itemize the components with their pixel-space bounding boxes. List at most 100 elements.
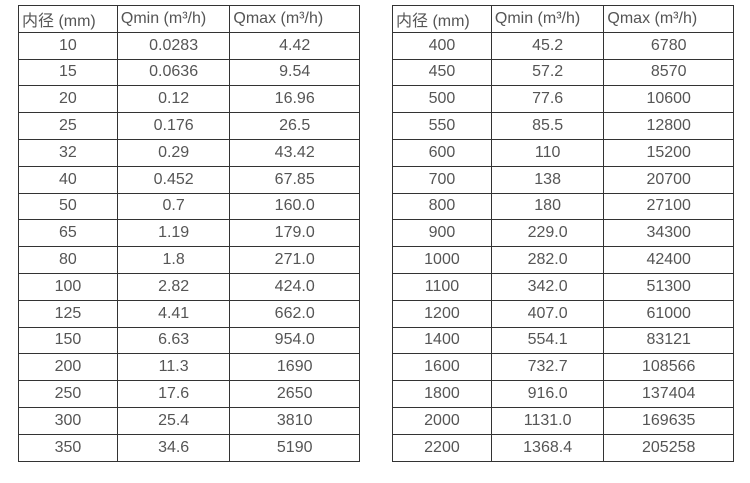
table-cell: 80: [18, 246, 118, 274]
table-cell: 50: [18, 192, 118, 221]
table-cell: 700: [392, 165, 492, 194]
table-cell: 1368.4: [490, 433, 605, 462]
table-cell: 16.96: [229, 85, 360, 114]
table-row: 1800 916.0 137404: [392, 380, 734, 408]
table-cell: 25: [18, 112, 118, 140]
table-cell: 0.12: [116, 85, 231, 114]
table-row: 25 0.176 26.5: [18, 112, 360, 140]
table-cell: 1000: [392, 246, 492, 274]
table-cell: 77.6: [490, 85, 605, 114]
table-row: 550 85.5 12800: [392, 112, 734, 140]
header-qmax: Qmax (m³/h): [603, 5, 734, 33]
table-row: 40 0.452 67.85: [18, 165, 360, 194]
table-row: 1400 554.1 83121: [392, 326, 734, 355]
table-cell: 6780: [603, 31, 734, 60]
table-cell: 400: [392, 31, 492, 60]
table-cell: 4.42: [229, 31, 360, 60]
table-row: 900 229.0 34300: [392, 219, 734, 248]
table-cell: 108566: [603, 353, 734, 382]
table-cell: 0.29: [116, 138, 231, 167]
table-cell: 1400: [392, 326, 492, 355]
table-row: 500 77.6 10600: [392, 85, 734, 114]
table-cell: 1.19: [116, 219, 231, 248]
table-cell: 43.42: [229, 138, 360, 167]
table-cell: 100: [18, 272, 118, 301]
table-cell: 407.0: [490, 299, 605, 328]
table-row: 1200 407.0 61000: [392, 299, 734, 328]
table-cell: 600: [392, 138, 492, 167]
table-header-row: 内径 (mm) Qmin (m³/h) Qmax (m³/h): [18, 5, 360, 33]
table-cell: 350: [18, 433, 118, 462]
table-cell: 51300: [603, 272, 734, 301]
table-row: 400 45.2 6780: [392, 31, 734, 60]
flow-table-large-diameters: 内径 (mm) Qmin (m³/h) Qmax (m³/h) 400 45.2 6…: [392, 5, 734, 462]
table-cell: 45.2: [490, 31, 605, 60]
table-cell: 0.0636: [116, 58, 231, 87]
table-cell: 180: [490, 192, 605, 221]
table-row: 15 0.0636 9.54: [18, 58, 360, 87]
table-cell: 500: [392, 85, 492, 114]
table-cell: 67.85: [229, 165, 360, 194]
table-cell: 1800: [392, 380, 492, 408]
table-cell: 25.4: [116, 406, 231, 435]
table-cell: 110: [490, 138, 605, 167]
table-cell: 137404: [603, 380, 734, 408]
table-row: 100 2.82 424.0: [18, 272, 360, 301]
table-cell: 3810: [229, 406, 360, 435]
table-cell: 300: [18, 406, 118, 435]
table-cell: 42400: [603, 246, 734, 274]
table-cell: 169635: [603, 406, 734, 435]
table-cell: 61000: [603, 299, 734, 328]
table-cell: 57.2: [490, 58, 605, 87]
table-row: 1000 282.0 42400: [392, 246, 734, 274]
table-cell: 554.1: [490, 326, 605, 355]
header-inner-diameter: 内径 (mm): [18, 5, 118, 33]
table-cell: 424.0: [229, 272, 360, 301]
table-cell: 1131.0: [490, 406, 605, 435]
table-cell: 85.5: [490, 112, 605, 140]
table-cell: 32: [18, 138, 118, 167]
table-cell: 282.0: [490, 246, 605, 274]
table-cell: 6.63: [116, 326, 231, 355]
table-cell: 12800: [603, 112, 734, 140]
header-inner-diameter: 内径 (mm): [392, 5, 492, 33]
table-row: 700 138 20700: [392, 165, 734, 194]
table-cell: 450: [392, 58, 492, 87]
table-row: 450 57.2 8570: [392, 58, 734, 87]
header-qmin: Qmin (m³/h): [116, 5, 231, 33]
table-cell: 160.0: [229, 192, 360, 221]
table-row: 600 110 15200: [392, 138, 734, 167]
table-cell: 34300: [603, 219, 734, 248]
table-cell: 5190: [229, 433, 360, 462]
table-row: 125 4.41 662.0: [18, 299, 360, 328]
table-header-row: 内径 (mm) Qmin (m³/h) Qmax (m³/h): [392, 5, 734, 33]
table-row: 1100 342.0 51300: [392, 272, 734, 301]
table-cell: 8570: [603, 58, 734, 87]
table-cell: 125: [18, 299, 118, 328]
table-cell: 342.0: [490, 272, 605, 301]
table-cell: 271.0: [229, 246, 360, 274]
table-cell: 20700: [603, 165, 734, 194]
table-cell: 2200: [392, 433, 492, 462]
table-cell: 2650: [229, 380, 360, 408]
table-row: 65 1.19 179.0: [18, 219, 360, 248]
table-row: 20 0.12 16.96: [18, 85, 360, 114]
table-cell: 916.0: [490, 380, 605, 408]
table-cell: 200: [18, 353, 118, 382]
table-cell: 17.6: [116, 380, 231, 408]
table-cell: 1600: [392, 353, 492, 382]
table-cell: 1.8: [116, 246, 231, 274]
table-cell: 150: [18, 326, 118, 355]
table-row: 32 0.29 43.42: [18, 138, 360, 167]
table-cell: 26.5: [229, 112, 360, 140]
table-cell: 65: [18, 219, 118, 248]
table-cell: 954.0: [229, 326, 360, 355]
table-cell: 0.176: [116, 112, 231, 140]
table-cell: 250: [18, 380, 118, 408]
table-cell: 2.82: [116, 272, 231, 301]
table-row: 150 6.63 954.0: [18, 326, 360, 355]
table-row: 250 17.6 2650: [18, 380, 360, 408]
header-qmax: Qmax (m³/h): [229, 5, 360, 33]
table-row: 10 0.0283 4.42: [18, 31, 360, 60]
table-cell: 0.452: [116, 165, 231, 194]
